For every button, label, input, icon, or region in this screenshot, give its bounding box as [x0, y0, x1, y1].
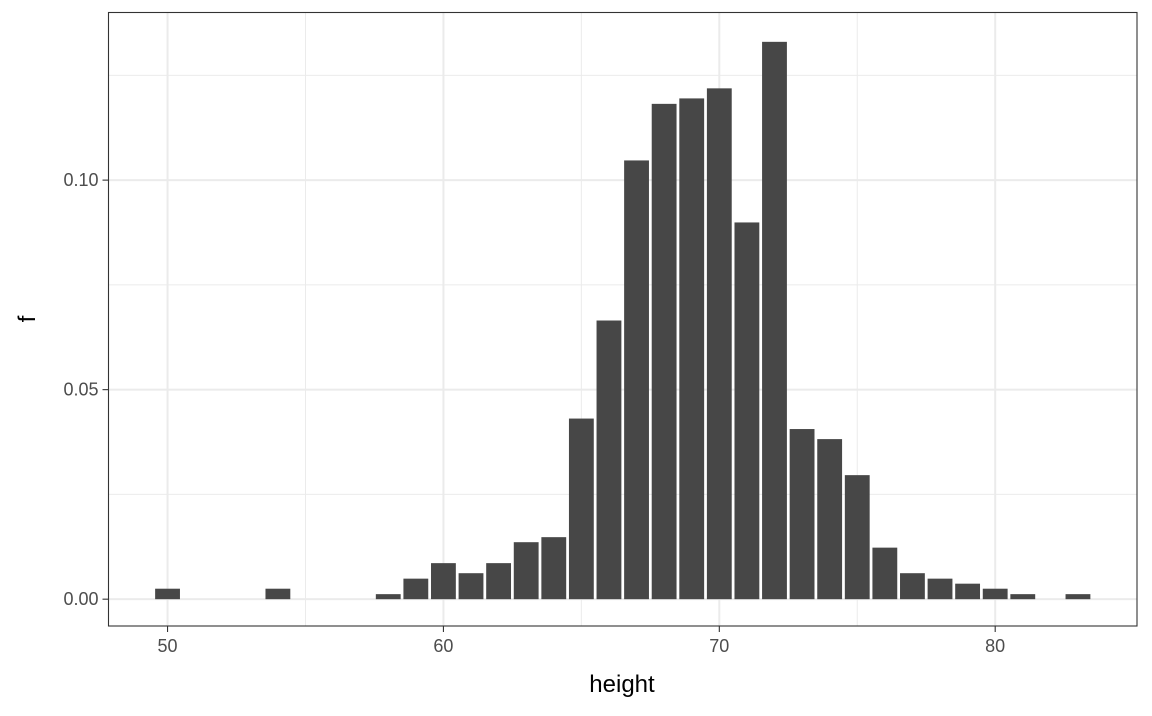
x-tick-label: 70: [709, 636, 729, 656]
bar-65: [568, 418, 594, 600]
bar-73: [789, 429, 815, 600]
y-tick-label: 0.00: [63, 589, 98, 609]
bar-70: [706, 88, 732, 600]
bars: [155, 41, 1091, 600]
bar-64: [541, 537, 567, 600]
bar-63: [513, 542, 539, 600]
bar-80: [982, 588, 1008, 600]
bar-75: [844, 475, 870, 600]
x-tick-label: 80: [985, 636, 1005, 656]
x-axis: 50 60 70 80: [158, 626, 1005, 656]
bar-79: [955, 583, 981, 600]
y-tick-label: 0.05: [63, 380, 98, 400]
y-axis-label: f: [14, 315, 41, 322]
bar-77: [900, 573, 925, 600]
x-tick-label: 60: [433, 636, 453, 656]
gridlines: [108, 12, 1137, 626]
bar-81: [1010, 594, 1036, 600]
bar-62: [486, 563, 512, 600]
bar-72: [762, 41, 787, 600]
bar-50: [155, 588, 180, 600]
bar-69: [679, 98, 705, 600]
y-tick-label: 0.10: [63, 170, 98, 190]
bar-66: [596, 320, 622, 600]
bar-74: [817, 439, 843, 600]
x-axis-label: height: [589, 671, 655, 698]
y-axis: 0.00 0.05 0.10: [63, 170, 109, 609]
bar-61: [458, 573, 484, 600]
bar-67: [624, 160, 649, 600]
bar-60: [431, 563, 456, 600]
panel-border: [107, 11, 1138, 627]
bar-78: [927, 578, 953, 600]
bar-58: [375, 594, 401, 600]
bar-68: [651, 103, 677, 600]
bar-71: [734, 222, 760, 600]
bar-83: [1065, 594, 1091, 600]
x-tick-label: 50: [158, 636, 178, 656]
bar-59: [403, 578, 429, 600]
bar-76: [872, 547, 898, 600]
bar-54: [265, 588, 291, 600]
